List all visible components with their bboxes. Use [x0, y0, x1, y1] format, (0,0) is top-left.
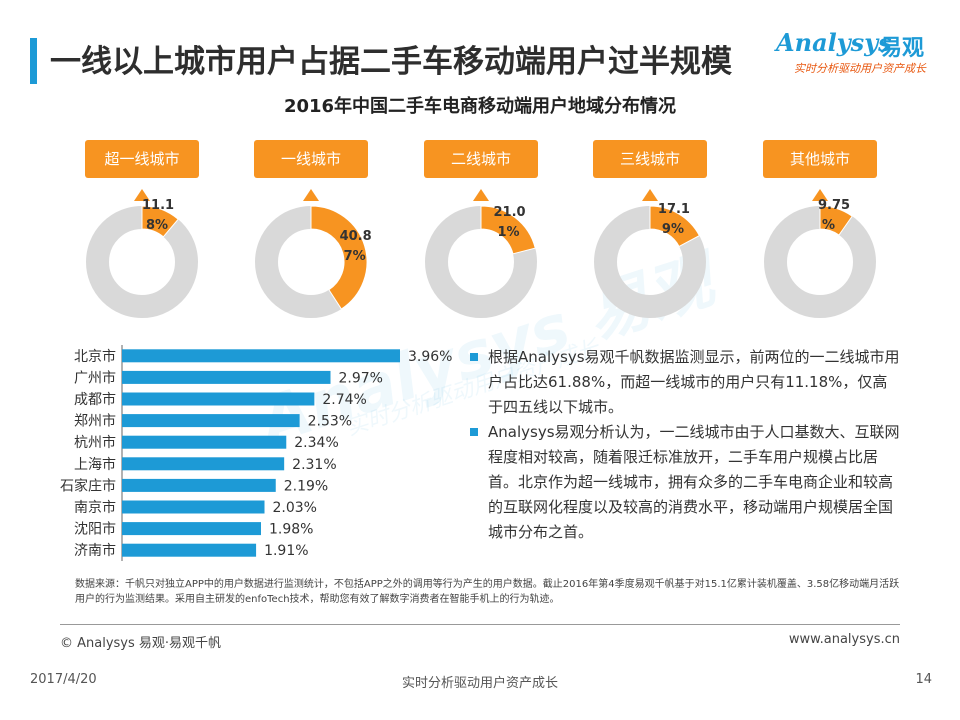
donut-slice [141, 205, 179, 238]
bar [122, 414, 300, 428]
bullet-text: Analysys易观分析认为，一二线城市由于人口基数大、互联网程度相对较高，随着… [488, 423, 900, 541]
tier-arrow-icon [812, 189, 828, 201]
logo-tagline: 实时分析驱动用户资产成长 [794, 62, 926, 75]
bar-value-label: 3.96% [408, 349, 452, 365]
bar-category-label: 沈阳市 [74, 521, 116, 538]
bar-value-label: 1.91% [264, 543, 308, 559]
bullet-item: Analysys易观分析认为，一二线城市由于人口基数大、互联网程度相对较高，随着… [470, 420, 900, 545]
website-link[interactable]: www.analysys.cn [788, 632, 900, 647]
bar-category-label: 南京市 [74, 499, 116, 516]
tier-arrow-icon [642, 189, 658, 201]
donut-label-line: % [822, 217, 836, 233]
bar-category-label: 成都市 [74, 391, 116, 408]
logo-wordmark: Analysys [776, 28, 892, 57]
bar-value-label: 2.31% [292, 457, 336, 473]
donut-label-line: 21.0 [493, 205, 526, 221]
donut-tier1 [255, 205, 368, 318]
tier-arrow-icon [303, 189, 319, 201]
copyright: © Analysys 易观·易观千帆 [60, 636, 222, 651]
tier-badge-tier1: 一线城市 [254, 140, 368, 178]
donut-label-line: 17.1 [657, 202, 690, 218]
donut-slice [480, 205, 536, 255]
bar-category-label: 北京市 [74, 348, 116, 365]
bar-category-label: 石家庄市 [60, 477, 116, 494]
page-title: 一线以上城市用户占据二手车移动端用户过半规模 [50, 44, 732, 80]
title-accent-bar [30, 38, 37, 84]
bar-category-label: 杭州市 [74, 434, 116, 451]
bar-value-label: 1.98% [269, 522, 313, 538]
bar-category-label: 郑州市 [74, 413, 116, 430]
tier-badge-super-tier1: 超一线城市 [85, 140, 199, 178]
tier-badge-tier3: 三线城市 [593, 140, 707, 178]
bullet-square-icon [470, 353, 478, 361]
tier-badge-tier2: 二线城市 [424, 140, 538, 178]
bar [122, 435, 287, 449]
donut-label-line: 11.1 [141, 198, 175, 214]
bar-value-label: 2.34% [294, 435, 338, 451]
bar [122, 457, 285, 471]
bar [122, 522, 261, 536]
donut-slice [649, 205, 701, 248]
bar [122, 349, 400, 363]
bullet-text: 根据Analysys易观千帆数据监测显示，前两位的一二线城市用户占比达61.88… [488, 348, 900, 416]
bar-value-label: 2.74% [322, 392, 366, 408]
donut-label-line: 40.8 [339, 228, 372, 244]
donut-value-label: 17.1 9% [658, 200, 690, 240]
bar-category-label: 上海市 [74, 456, 116, 473]
city-bar-chart: 北京市 3.96% 广州市 2.97% 成都市 2.74% 郑州市 2.53% 杭州市 2.34%… [60, 345, 452, 561]
bar [122, 370, 331, 384]
donut-tier3 [594, 205, 706, 318]
footer-slogan: 实时分析驱动用户资产成长 [401, 676, 558, 691]
bar [122, 500, 265, 514]
footer-divider [60, 624, 900, 625]
bar-value-label: 2.97% [339, 370, 383, 386]
donut-slice [310, 205, 368, 310]
bar [122, 543, 257, 557]
donut-label-line: 9.75 [818, 197, 851, 213]
bar-value-label: 2.19% [284, 478, 328, 494]
donut-value-label: 21.0 1% [494, 203, 526, 243]
bullet-square-icon [470, 428, 478, 436]
bar-category-label: 济南市 [74, 542, 116, 559]
bar-value-label: 2.53% [308, 414, 352, 430]
analysis-bullets: 根据Analysys易观千帆数据监测显示，前两位的一二线城市用户占比达61.88… [470, 345, 900, 545]
donut-tier2 [425, 205, 537, 318]
chart-title: 2016年中国二手车电商移动端用户地域分布情况 [283, 96, 677, 117]
bar [122, 478, 276, 492]
page-number: 14 [915, 672, 932, 687]
donut-label-line: 7% [343, 248, 366, 264]
donut-label-line: 9% [661, 222, 684, 238]
bar-value-label: 2.03% [273, 500, 317, 516]
donut-other [764, 205, 876, 318]
bullet-item: 根据Analysys易观千帆数据监测显示，前两位的一二线城市用户占比达61.88… [470, 345, 900, 420]
donut-label-line: 1% [497, 225, 520, 241]
logo-cn-name: 易观 [880, 36, 925, 61]
data-source-note: 数据来源：千帆只对独立APP中的用户数据进行监测统计，不包括APP之外的调用等行… [75, 579, 900, 605]
donut-value-label: 9.75% [818, 196, 850, 236]
tier-badge-other: 其他城市 [763, 140, 877, 178]
donut-label-line: 8% [145, 218, 169, 234]
footer-date: 2017/4/20 [30, 672, 97, 687]
bar-category-label: 广州市 [74, 369, 116, 386]
tier-arrow-icon [134, 189, 150, 201]
analysys-logo: Analysys 易观 实时分析驱动用户资产成长 [776, 28, 936, 78]
donut-value-label: 40.8 7% [340, 227, 372, 267]
donut-value-label: 11.1 8% [142, 196, 174, 236]
donut-slice [819, 205, 853, 236]
donut-super-tier1 [86, 205, 198, 318]
tier-arrow-icon [473, 189, 489, 201]
bar [122, 392, 315, 406]
